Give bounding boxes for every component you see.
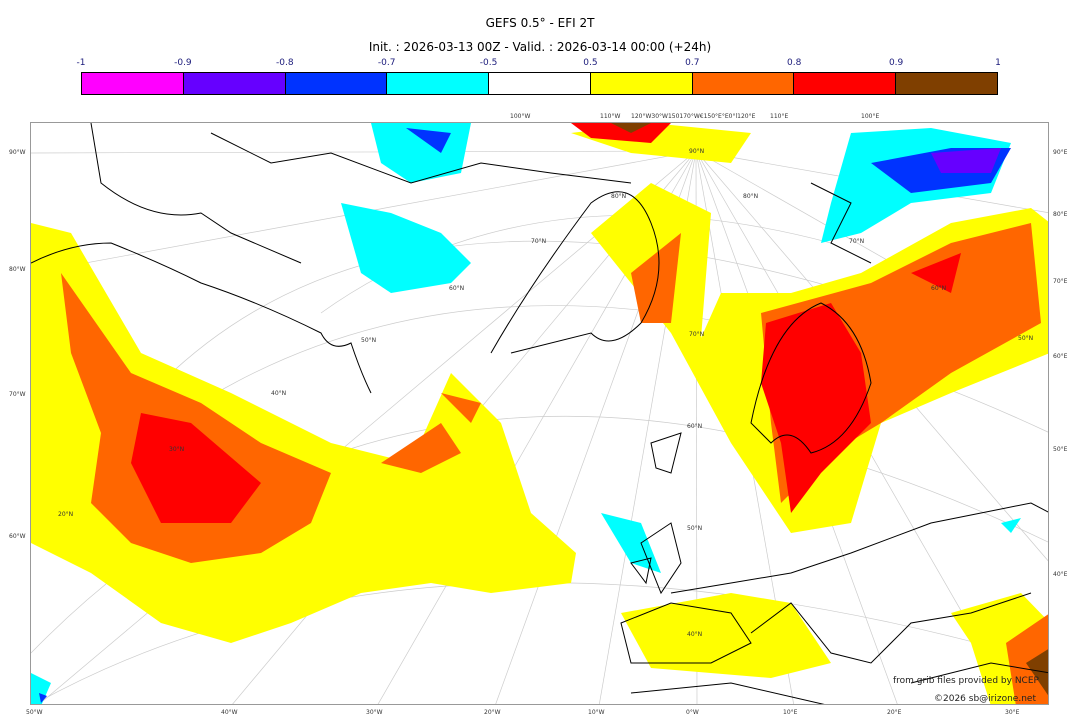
lon-label: 40°E: [1053, 571, 1068, 578]
lat-label: 80°N: [611, 193, 627, 200]
lat-label: 50°N: [1018, 335, 1034, 342]
lat-label: 70°N: [531, 238, 547, 245]
lon-label: 80°W: [9, 266, 26, 273]
lon-label: 60°E: [1053, 353, 1068, 360]
lat-label: 20°N: [58, 511, 74, 518]
lon-label: 80°E: [1053, 211, 1068, 218]
lon-label: 0°W: [686, 709, 699, 716]
colorbar-tick: -0.5: [479, 58, 498, 68]
lat-label: 40°N: [687, 631, 703, 638]
lon-label: 40°W: [221, 709, 238, 716]
lat-label: 60°N: [931, 285, 947, 292]
colorbar-segment: [387, 73, 490, 94]
chart-subtitle: Init. : 2026-03-13 00Z - Valid. : 2026-0…: [368, 40, 712, 54]
lat-label: 60°N: [687, 423, 703, 430]
efi-field: [31, 123, 1048, 704]
colorbar-tick: -1: [76, 58, 86, 68]
colorbar-tick: -0.8: [275, 58, 294, 68]
lat-label: 50°N: [687, 525, 703, 532]
lat-label: 50°N: [361, 337, 377, 344]
lon-label: 10°W: [588, 709, 605, 716]
lon-label: 110°E: [770, 113, 789, 120]
colorbar-tick: 1: [995, 58, 1001, 68]
colorbar-segment: [82, 73, 184, 94]
lon-label: 70°W: [9, 391, 26, 398]
colorbar-tick: 0.5: [583, 58, 598, 68]
lon-label: 60°W: [9, 533, 26, 540]
lon-label: 50°E: [1053, 446, 1068, 453]
colorbar-tick: -0.9: [174, 58, 192, 68]
map: 90°N 80°N 70°N 60°N 50°N 40°N 30°N 20°N 80°N 70°N…: [30, 122, 1049, 705]
colorbar-segment: [896, 73, 998, 94]
colorbar-tick: 0.8: [787, 58, 802, 68]
colorbar-segment: [285, 73, 388, 94]
lon-label: 110°W: [600, 113, 621, 120]
colorbar-segment: [183, 73, 286, 94]
colorbar-segment: [692, 73, 795, 94]
chart-title: GEFS 0.5° - EFI 2T: [485, 16, 595, 30]
lat-label: 30°N: [169, 446, 185, 453]
lon-label: 90°W: [9, 149, 26, 156]
lon-label: 90°E: [1053, 149, 1068, 156]
lon-label: 50°W: [26, 709, 43, 716]
map-canvas: [31, 123, 1048, 704]
lat-label: 40°N: [271, 390, 287, 397]
lon-label: 20°E: [887, 709, 902, 716]
lat-label: 90°N: [689, 148, 705, 155]
lat-label: 70°N: [849, 238, 865, 245]
colorbar: [81, 72, 998, 95]
lat-label: 60°N: [449, 285, 465, 292]
lon-label: 100°W: [510, 113, 531, 120]
lon-label: 30°E: [1005, 709, 1020, 716]
copyright: ©2026 sb@irizone.net: [934, 694, 1036, 704]
colorbar-tick: 0.9: [888, 58, 904, 68]
lat-label: 80°N: [743, 193, 759, 200]
lon-label: 30°W: [366, 709, 383, 716]
colorbar-segment: [489, 73, 591, 94]
data-source-credit: from grib files provided by NCEP: [893, 676, 1039, 686]
lon-label: 120°W30°W150170°W€150°E°E0°l120°E: [631, 113, 756, 120]
lon-label: 100°E: [861, 113, 880, 120]
coastlines: [31, 123, 1048, 704]
colorbar-segment: [794, 73, 897, 94]
colorbar-tick: -0.7: [377, 58, 396, 68]
lon-label: 70°E: [1053, 278, 1068, 285]
colorbar-tick: 0.7: [685, 58, 700, 68]
colorbar-segment: [590, 73, 693, 94]
lon-label: 10°E: [783, 709, 798, 716]
lat-label: 70°N: [689, 331, 705, 338]
lon-label: 20°W: [484, 709, 501, 716]
